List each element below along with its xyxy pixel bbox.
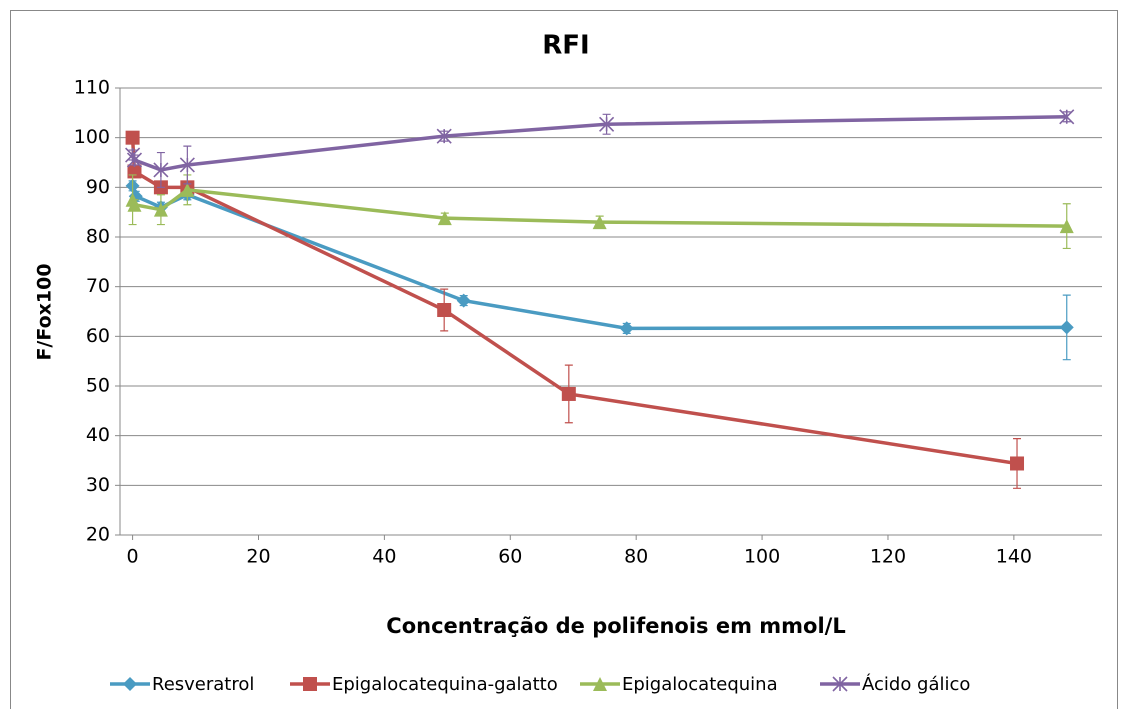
marker	[127, 197, 142, 212]
y-tick-label: 60	[86, 325, 110, 347]
y-tick-label: 30	[86, 474, 110, 496]
marker	[436, 128, 452, 144]
marker	[561, 386, 576, 401]
marker	[179, 157, 195, 173]
x-tick-label: 80	[624, 546, 648, 568]
x-tick-label: 120	[870, 546, 906, 568]
marker	[599, 116, 615, 132]
y-tick-label: 40	[86, 424, 110, 446]
marker	[303, 677, 317, 691]
marker	[123, 677, 137, 691]
x-axis-label: Concentração de polifenois em mmol/L	[386, 614, 845, 638]
marker	[153, 162, 169, 178]
y-tick-label: 110	[74, 77, 110, 99]
y-tick-label: 20	[86, 524, 110, 546]
marker	[1059, 219, 1074, 234]
marker	[180, 182, 195, 197]
y-tick-label: 70	[86, 275, 110, 297]
x-tick-label: 20	[246, 546, 270, 568]
marker	[832, 676, 848, 692]
chart-frame	[10, 10, 1118, 709]
y-axis-label: F/Fox100	[34, 263, 56, 360]
legend-label: Resveratrol	[152, 674, 254, 695]
marker	[153, 202, 168, 217]
marker	[1059, 109, 1075, 125]
marker	[593, 677, 607, 691]
y-tick-label: 90	[86, 176, 110, 198]
x-tick-label: 0	[127, 546, 139, 568]
y-tick-label: 50	[86, 375, 110, 397]
x-tick-label: 60	[498, 546, 522, 568]
y-tick-label: 100	[74, 126, 110, 148]
x-tick-label: 100	[744, 546, 780, 568]
marker	[592, 215, 607, 230]
legend-label: Epigalocatequina	[622, 674, 778, 695]
marker	[437, 211, 452, 226]
x-tick-label: 140	[996, 546, 1032, 568]
marker	[1010, 456, 1025, 471]
marker	[619, 321, 634, 336]
marker	[126, 152, 143, 168]
legend-label: Ácido gálico	[862, 673, 970, 695]
chart-title: RFI	[542, 31, 589, 61]
marker	[125, 130, 140, 145]
legend-label: Epigalocatequina-galatto	[332, 674, 558, 695]
y-tick-label: 80	[86, 226, 110, 248]
marker	[1059, 320, 1074, 335]
x-tick-label: 40	[372, 546, 396, 568]
marker	[437, 303, 452, 318]
marker	[456, 293, 471, 308]
